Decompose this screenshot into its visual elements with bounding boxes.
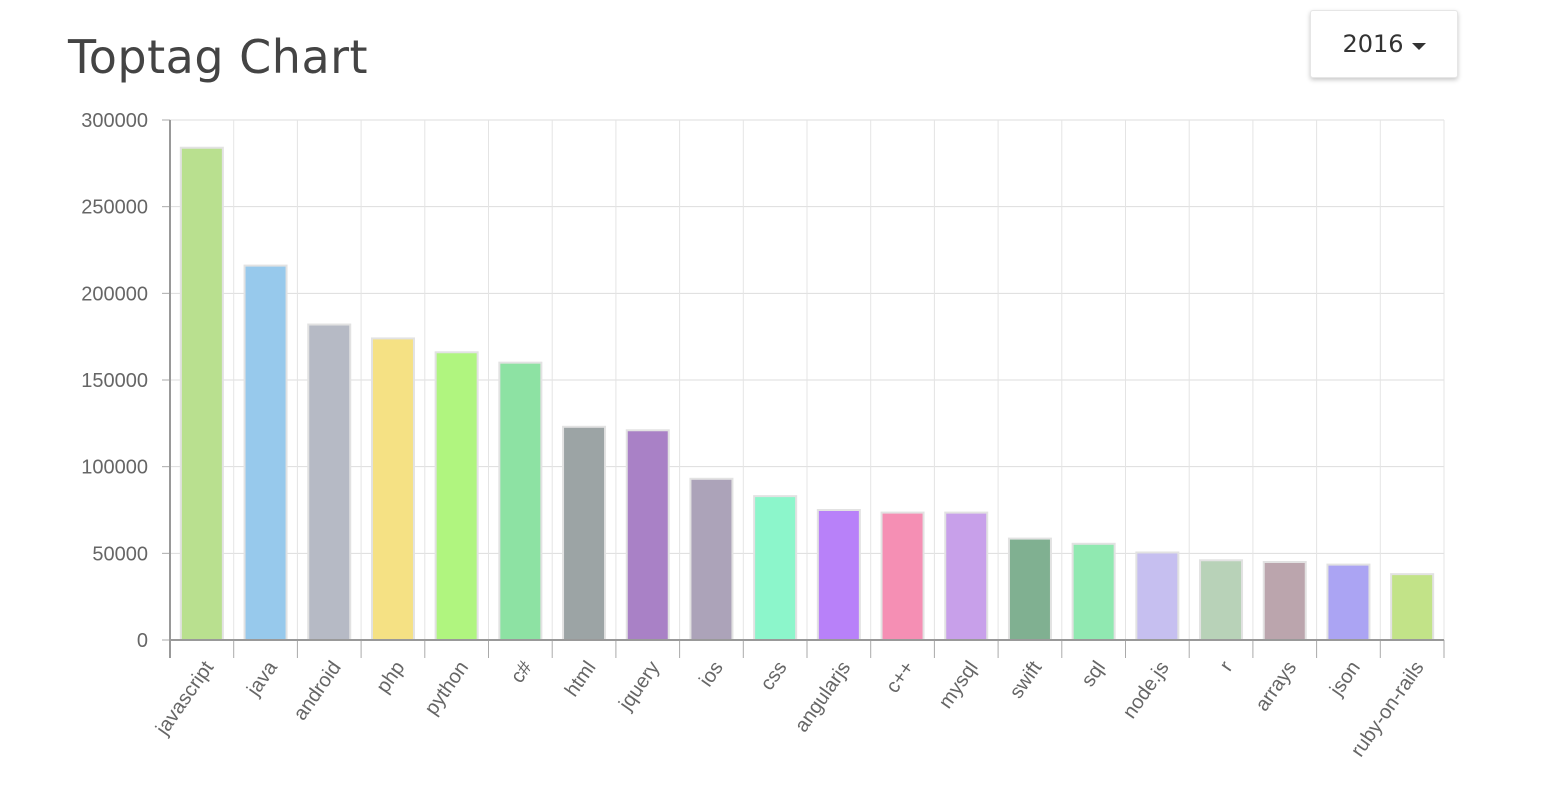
y-tick-labels: 0 50000 100000 150000 200000 250000 300000 xyxy=(81,110,148,652)
bar-arrays[interactable] xyxy=(1262,561,1307,641)
axes xyxy=(162,119,1445,658)
bar-javascript[interactable] xyxy=(179,146,224,641)
bar-mysql[interactable] xyxy=(944,511,989,641)
grid-lines xyxy=(169,119,1445,641)
bar-android[interactable] xyxy=(307,323,352,641)
bar-angularjs[interactable] xyxy=(816,509,861,641)
bars xyxy=(179,146,1435,642)
x-category-label: node.js xyxy=(1119,657,1174,722)
bar-r[interactable] xyxy=(1199,559,1244,641)
bar-c-[interactable] xyxy=(880,511,925,641)
x-category-label: r xyxy=(1216,657,1238,675)
x-category-label: css xyxy=(756,657,791,694)
bar-ruby-on-rails[interactable] xyxy=(1390,573,1435,642)
bar-java[interactable] xyxy=(243,264,288,641)
y-tick-label: 250000 xyxy=(81,197,148,219)
bar-sql[interactable] xyxy=(1071,542,1116,641)
x-category-label: swift xyxy=(1005,657,1046,703)
caret-down-icon xyxy=(1411,42,1426,50)
x-category-label: c++ xyxy=(882,657,919,697)
year-select-value: 2016 xyxy=(1342,30,1404,58)
y-tick-label: 0 xyxy=(137,630,148,652)
bar-node-js[interactable] xyxy=(1135,551,1180,642)
y-tick-label: 50000 xyxy=(92,543,148,565)
bar-html[interactable] xyxy=(562,425,607,641)
bar-python[interactable] xyxy=(434,351,479,641)
page-title: Toptag Chart xyxy=(68,30,369,84)
x-category-label: ios xyxy=(695,657,728,691)
x-category-label: android xyxy=(289,657,345,724)
y-tick-label: 100000 xyxy=(81,457,148,479)
x-category-label: angularjs xyxy=(791,657,856,736)
x-category-label: c# xyxy=(507,657,538,688)
x-category-label: java xyxy=(242,657,282,701)
bar-c-[interactable] xyxy=(498,361,543,641)
x-category-label: json xyxy=(1325,657,1365,701)
bar-css[interactable] xyxy=(753,495,798,641)
bar-jquery[interactable] xyxy=(625,429,670,641)
bar-swift[interactable] xyxy=(1007,537,1052,641)
bar-json[interactable] xyxy=(1326,563,1371,641)
x-category-label: html xyxy=(561,657,601,701)
bar-ios[interactable] xyxy=(689,477,734,641)
x-category-label: javascript xyxy=(151,657,218,740)
x-category-labels: javascript java android php python c# html jque… xyxy=(151,657,1428,761)
x-category-label: mysql xyxy=(935,657,983,712)
x-category-label: arrays xyxy=(1251,657,1301,715)
x-category-label: jquery xyxy=(614,657,664,715)
y-tick-label: 200000 xyxy=(81,283,148,305)
year-select[interactable]: 2016 xyxy=(1310,10,1458,78)
y-tick-label: 300000 xyxy=(81,110,148,132)
x-category-label: python xyxy=(421,657,473,719)
bar-php[interactable] xyxy=(370,337,415,641)
y-tick-label: 150000 xyxy=(81,370,148,392)
x-category-label: sql xyxy=(1077,657,1110,691)
x-category-label: php xyxy=(372,657,409,697)
